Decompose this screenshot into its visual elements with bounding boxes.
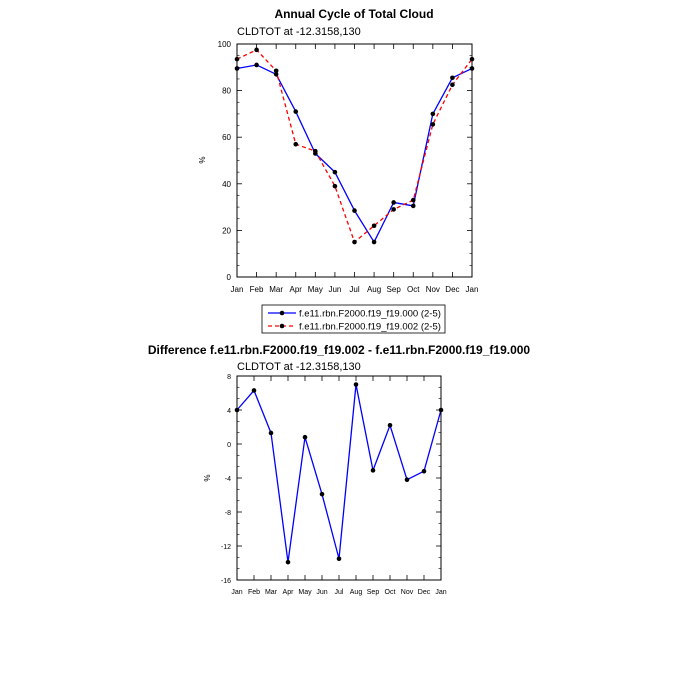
data-point: [353, 382, 359, 387]
data-point: [293, 141, 299, 147]
data-point: [285, 559, 291, 565]
data-point: [251, 388, 257, 393]
y-tick-label: 8: [227, 374, 231, 381]
data-point: [268, 430, 274, 436]
chart-title: Annual Cycle of Total Cloud: [274, 7, 433, 21]
data-point: [273, 71, 279, 77]
x-tick-label: Dec: [445, 285, 459, 294]
x-tick-label: Jul: [335, 589, 344, 596]
data-point: [450, 75, 455, 81]
data-point: [319, 491, 325, 497]
data-point: [352, 239, 357, 245]
series-line-0: [236, 64, 473, 243]
y-tick-label: 80: [222, 87, 231, 96]
difference-chart: Difference f.e11.rbn.F2000.f19_f19.002 -…: [148, 343, 531, 596]
y-tick-label: -4: [225, 476, 231, 483]
x-tick-label: Aug: [367, 285, 381, 294]
chart-subtitle: CLDTOT at -12.3158,130: [237, 26, 361, 38]
x-tick-label: Apr: [290, 285, 303, 294]
legend: f.e11.rbn.F2000.f19_f19.000 (2-5) f.e11.…: [261, 304, 446, 334]
data-point: [336, 556, 342, 562]
x-tick-label: Apr: [283, 589, 295, 596]
data-point: [302, 434, 308, 440]
x-tick-label: Dec: [418, 589, 431, 596]
x-tick-label: Jun: [328, 285, 341, 294]
legend-box: [261, 304, 446, 334]
legend-marker-000: [279, 310, 285, 316]
x-tick-label: Oct: [385, 589, 396, 596]
data-point: [410, 203, 416, 209]
series-line-0: [236, 383, 442, 563]
legend-label-002: f.e11.rbn.F2000.f19_f19.002 (2-5): [299, 322, 441, 333]
data-point: [450, 82, 455, 88]
x-tick-label: Jan: [466, 285, 479, 294]
x-tick-label: Jul: [349, 285, 359, 294]
data-point: [430, 111, 436, 117]
data-point: [332, 169, 338, 175]
y-tick-label: -16: [221, 578, 231, 585]
y-tick-label: 60: [222, 133, 231, 142]
x-tick-label: Oct: [407, 285, 420, 294]
x-tick-label: Jan: [231, 589, 242, 596]
y-tick-label: 100: [218, 40, 232, 49]
x-tick-label: Aug: [350, 589, 363, 596]
x-tick-label: Nov: [426, 285, 440, 294]
x-tick-label: May: [298, 589, 312, 596]
data-point: [421, 468, 427, 474]
data-point: [352, 208, 357, 213]
annual-cycle-chart: Annual Cycle of Total Cloud CLDTOT at -1…: [198, 7, 478, 294]
data-point: [430, 122, 436, 127]
data-point: [293, 109, 299, 114]
x-tick-label: Feb: [248, 589, 260, 596]
x-tick-label: Feb: [250, 285, 264, 294]
chart-subtitle: CLDTOT at -12.3158,130: [237, 361, 361, 373]
x-tick-label: Mar: [269, 285, 283, 294]
y-tick-label: 4: [227, 408, 231, 415]
y-tick-label: 40: [222, 180, 231, 189]
x-tick-label: Jan: [435, 589, 446, 596]
x-tick-label: Nov: [401, 589, 414, 596]
x-tick-label: Sep: [387, 285, 402, 294]
y-tick-label: -8: [225, 510, 231, 517]
legend-marker-002: [279, 323, 285, 329]
y-axis-label: %: [203, 474, 212, 481]
y-tick-label: 20: [222, 226, 231, 235]
x-tick-label: Sep: [367, 589, 380, 596]
data-point: [387, 423, 393, 428]
data-point: [410, 197, 416, 203]
data-point: [273, 68, 279, 74]
x-tick-label: May: [308, 285, 323, 294]
y-axis-label: %: [198, 156, 207, 163]
legend-label-000: f.e11.rbn.F2000.f19_f19.000 (2-5): [299, 309, 441, 320]
data-point: [332, 183, 338, 189]
data-point: [391, 200, 396, 205]
data-point: [371, 223, 377, 229]
data-point: [370, 468, 376, 473]
x-tick-label: Jun: [316, 589, 327, 596]
y-tick-label: -12: [221, 544, 231, 551]
data-point: [371, 239, 377, 245]
x-tick-label: Jan: [231, 285, 244, 294]
series-line-1: [236, 49, 473, 243]
data-point: [404, 477, 410, 483]
data-point: [391, 207, 396, 212]
y-tick-label: 0: [227, 442, 231, 449]
chart-title: Difference f.e11.rbn.F2000.f19_f19.002 -…: [148, 343, 531, 357]
data-point: [254, 47, 259, 53]
x-tick-label: Mar: [265, 589, 278, 596]
y-tick-label: 0: [227, 273, 232, 282]
data-point: [254, 62, 259, 68]
data-point: [313, 148, 318, 154]
